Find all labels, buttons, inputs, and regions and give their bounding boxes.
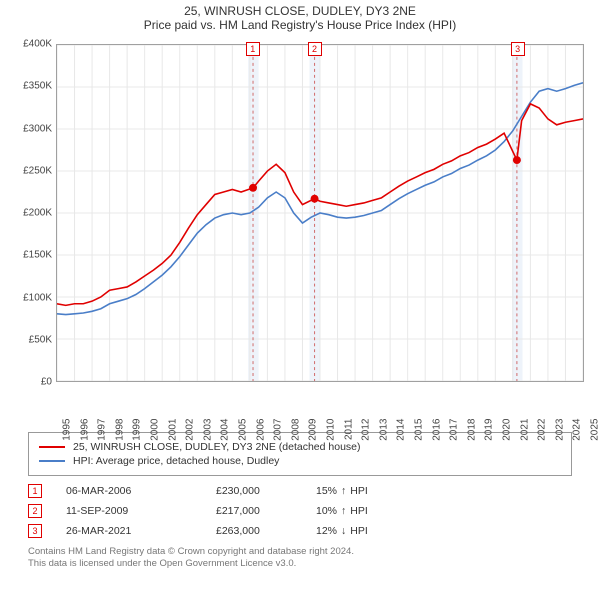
sales-price: £217,000	[216, 505, 316, 517]
x-tick-label: 2000	[150, 419, 161, 441]
sales-price: £263,000	[216, 525, 316, 537]
footnote-line1: Contains HM Land Registry data © Crown c…	[28, 546, 572, 558]
sales-date: 11-SEP-2009	[66, 505, 216, 517]
x-tick-label: 2021	[519, 419, 530, 441]
sales-row: 3 26-MAR-2021£263,00012% ↓ HPI	[28, 524, 572, 538]
y-tick-label: £100K	[23, 292, 52, 303]
y-axis: £0£50K£100K£150K£200K£250K£300K£350K£400…	[10, 44, 54, 382]
x-tick-label: 2016	[431, 419, 442, 441]
x-tick-label: 2014	[396, 419, 407, 441]
x-tick-label: 2024	[572, 419, 583, 441]
plot-svg	[57, 45, 583, 381]
y-tick-label: £50K	[29, 334, 52, 345]
sales-marker: 2	[28, 504, 42, 518]
title-block: 25, WINRUSH CLOSE, DUDLEY, DY3 2NE Price…	[0, 0, 600, 34]
x-tick-label: 2001	[167, 419, 178, 441]
legend-row: HPI: Average price, detached house, Dudl…	[39, 455, 561, 467]
y-tick-label: £150K	[23, 250, 52, 261]
x-tick-label: 2018	[466, 419, 477, 441]
x-tick-label: 2025	[590, 419, 600, 441]
x-tick-label: 2005	[238, 419, 249, 441]
x-tick-label: 2008	[290, 419, 301, 441]
title-main: 25, WINRUSH CLOSE, DUDLEY, DY3 2NE	[0, 4, 600, 18]
x-tick-label: 1995	[62, 419, 73, 441]
x-axis: 1995199619971998199920002001200220032004…	[56, 384, 584, 430]
sales-price: £230,000	[216, 485, 316, 497]
x-tick-label: 2020	[502, 419, 513, 441]
x-tick-label: 2012	[361, 419, 372, 441]
arrow-icon: ↓	[341, 525, 346, 537]
y-tick-label: £350K	[23, 81, 52, 92]
sales-row: 2 11-SEP-2009£217,00010% ↑ HPI	[28, 504, 572, 518]
sales-marker: 1	[28, 484, 42, 498]
y-tick-label: £200K	[23, 208, 52, 219]
y-tick-label: £250K	[23, 165, 52, 176]
arrow-icon: ↑	[341, 485, 346, 497]
x-tick-label: 2017	[449, 419, 460, 441]
footnote: Contains HM Land Registry data © Crown c…	[28, 546, 572, 571]
legend-swatch	[39, 460, 65, 462]
chart-container: £0 £50K £100K £150K £200K £250K £300K £350K £400…	[10, 40, 590, 430]
plot-area	[56, 44, 584, 382]
footnote-line2: This data is licensed under the Open Gov…	[28, 558, 572, 570]
x-tick-label: 1999	[132, 419, 143, 441]
sales-row: 1 06-MAR-2006£230,00015% ↑ HPI	[28, 484, 572, 498]
y-tick-label: £300K	[23, 123, 52, 134]
x-tick-label: 2002	[185, 419, 196, 441]
sales-comparison: 10% ↑ HPI	[316, 505, 426, 517]
x-tick-label: 2019	[484, 419, 495, 441]
legend-label: HPI: Average price, detached house, Dudl…	[73, 455, 279, 467]
x-tick-label: 2009	[308, 419, 319, 441]
x-tick-label: 2011	[343, 419, 354, 441]
x-tick-label: 2007	[273, 419, 284, 441]
x-tick-label: 2003	[202, 419, 213, 441]
sales-comparison: 12% ↓ HPI	[316, 525, 426, 537]
x-tick-label: 1996	[79, 419, 90, 441]
x-tick-label: 2023	[554, 419, 565, 441]
event-marker-label: 2	[308, 42, 322, 56]
sales-marker: 3	[28, 524, 42, 538]
x-tick-label: 2006	[255, 419, 266, 441]
event-marker-label: 3	[511, 42, 525, 56]
sales-date: 06-MAR-2006	[66, 485, 216, 497]
y-tick-label: £0	[41, 377, 52, 388]
sales-comparison: 15% ↑ HPI	[316, 485, 426, 497]
legend-label: 25, WINRUSH CLOSE, DUDLEY, DY3 2NE (deta…	[73, 441, 361, 453]
event-marker-label: 1	[246, 42, 260, 56]
x-tick-label: 2013	[378, 419, 389, 441]
sales-table: 1 06-MAR-2006£230,00015% ↑ HPI 2 11-SEP-200…	[28, 484, 572, 538]
y-tick-label: £400K	[23, 39, 52, 50]
title-sub: Price paid vs. HM Land Registry's House …	[0, 18, 600, 32]
legend-row: 25, WINRUSH CLOSE, DUDLEY, DY3 2NE (deta…	[39, 441, 561, 453]
arrow-icon: ↑	[341, 505, 346, 517]
legend-swatch	[39, 446, 65, 448]
sales-date: 26-MAR-2021	[66, 525, 216, 537]
x-tick-label: 1997	[97, 419, 108, 441]
x-tick-label: 1998	[114, 419, 125, 441]
x-tick-label: 2010	[326, 419, 337, 441]
x-tick-label: 2015	[414, 419, 425, 441]
x-tick-label: 2004	[220, 419, 231, 441]
x-tick-label: 2022	[537, 419, 548, 441]
